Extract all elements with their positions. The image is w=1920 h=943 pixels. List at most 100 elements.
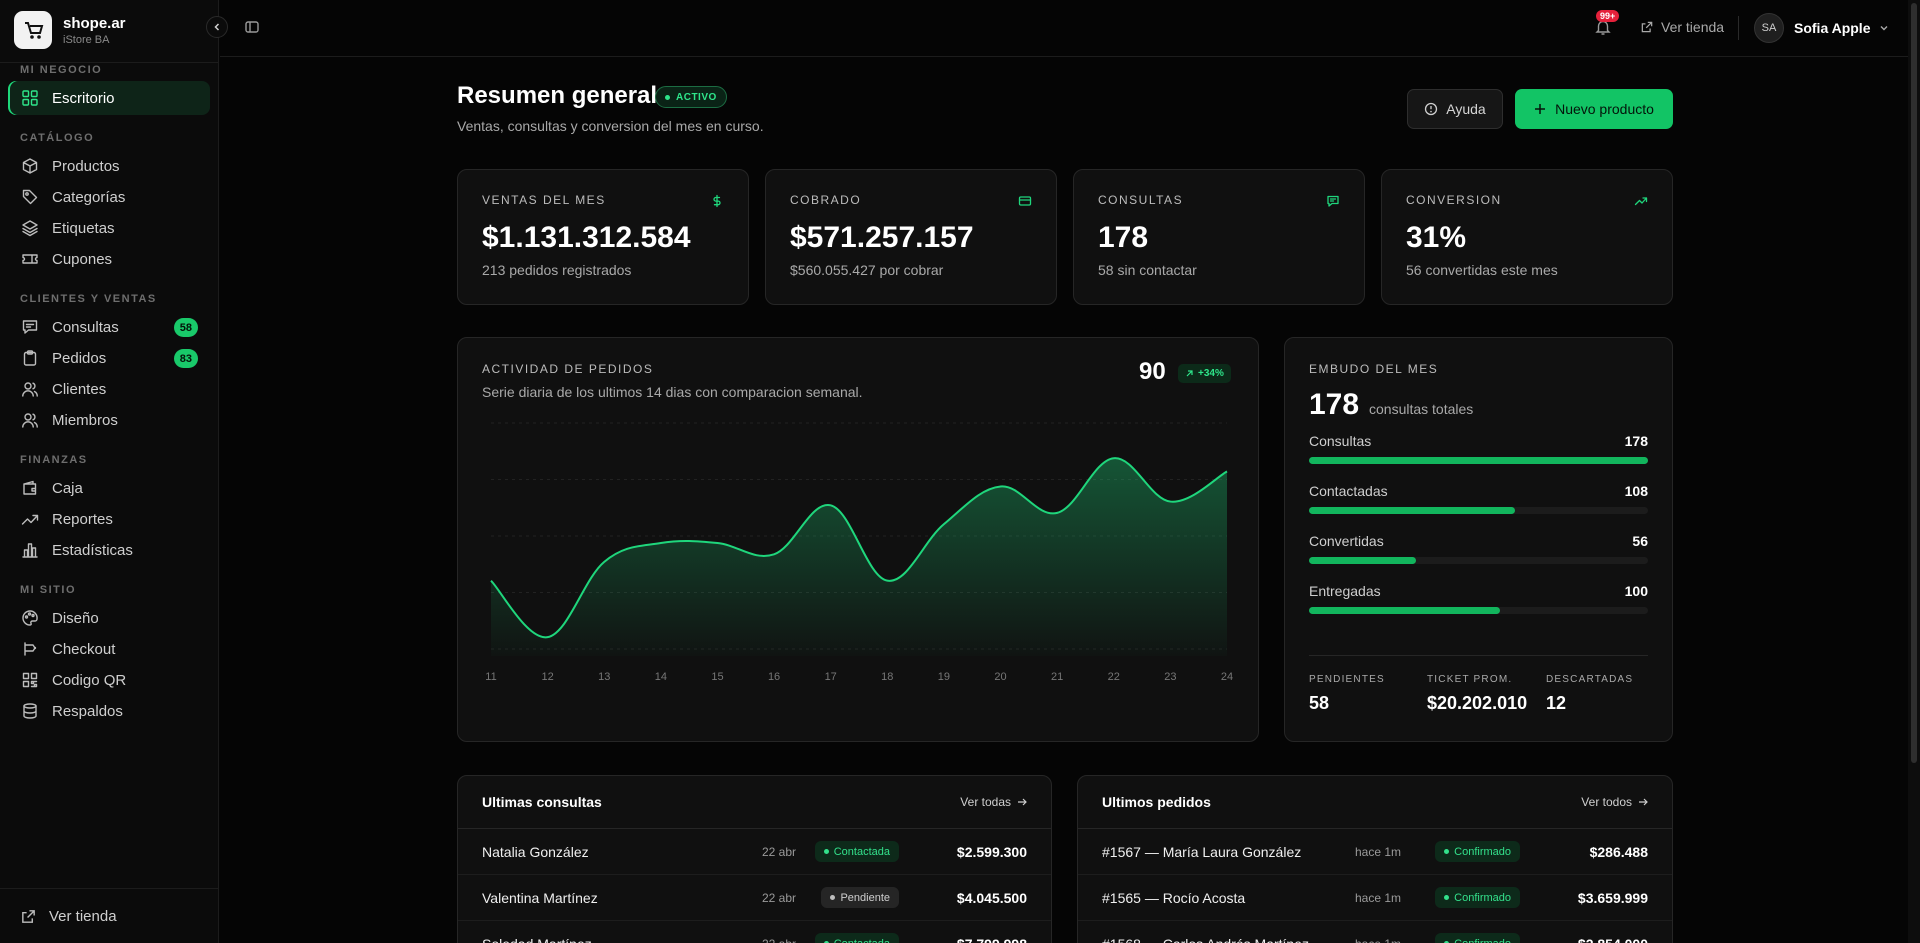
data-point[interactable] [1111, 455, 1117, 461]
row-amount: $7.799.998 [957, 936, 1027, 943]
status-badge-label: Contactada [834, 938, 890, 943]
sidebar-ver-tienda[interactable]: Ver tienda [0, 888, 219, 943]
view-all-inquiries-link[interactable]: Ver todas [960, 795, 1027, 809]
x-tick-label: 16 [768, 671, 780, 683]
funnel-stat-value: $20.202.010 [1427, 693, 1528, 713]
funnel-stat-value: 58 [1309, 693, 1330, 713]
funnel-row-label: Contactadas [1309, 483, 1388, 499]
data-point[interactable] [1167, 499, 1173, 505]
sidebar-item-label: Productos [52, 157, 120, 175]
sidebar-item-consultas[interactable]: Consultas 58 [8, 310, 210, 344]
data-point[interactable] [941, 521, 947, 527]
sidebar-item-codigo-qr[interactable]: Codigo QR [8, 663, 210, 697]
sidebar: shope.ar iStore BA MI NEGOCIO Escritorio C… [0, 0, 219, 943]
table-row[interactable]: Valentina Martínez 22 abr Pendiente $4.045.… [458, 875, 1051, 921]
row-date: hace 1m [1355, 937, 1401, 943]
chevron-left-icon [214, 23, 220, 31]
notifications-button[interactable] [1594, 18, 1614, 38]
store-name: iStore BA [63, 33, 110, 46]
data-point[interactable] [884, 578, 890, 584]
sidebar-item-escritorio[interactable]: Escritorio [8, 81, 210, 115]
view-all-orders-label: Ver todos [1581, 795, 1632, 809]
x-tick-label: 22 [1108, 671, 1120, 683]
data-point[interactable] [545, 634, 551, 640]
sidebar-item-miembros[interactable]: Miembros [8, 403, 210, 437]
row-date: 22 abr [761, 845, 796, 859]
divider [0, 62, 219, 63]
external-link-icon [1641, 21, 1653, 33]
view-all-orders-link[interactable]: Ver todos [1581, 795, 1648, 809]
sidebar-item-etiquetas[interactable]: Etiquetas [8, 211, 210, 245]
new-product-label: Nuevo producto [1555, 101, 1654, 117]
checkout-icon [24, 642, 37, 656]
sidebar-item-clientes[interactable]: Clientes [8, 372, 210, 406]
data-point[interactable] [771, 551, 777, 557]
sidebar-item-pedidos[interactable]: Pedidos 83 [8, 341, 210, 375]
status-badge-label: Contactada [833, 845, 890, 858]
brand[interactable]: shope.ar iStore BA [14, 11, 126, 49]
kpi-subtext: 56 convertidas este mes [1406, 262, 1558, 278]
clock-icon [1425, 102, 1438, 116]
user-menu[interactable]: SA Sofia Apple [1754, 13, 1889, 43]
sidebar-item-checkout[interactable]: Checkout [8, 632, 210, 666]
data-point[interactable] [828, 502, 834, 508]
latest-inquiries-title: Ultimas consultas [482, 794, 602, 810]
data-point[interactable] [1224, 468, 1230, 474]
x-tick-label: 19 [938, 671, 950, 683]
funnel-progress-track [1309, 607, 1648, 614]
data-point[interactable] [1054, 510, 1060, 516]
row-amount: $2.854.000 [1578, 936, 1648, 943]
collapse-sidebar-button[interactable] [206, 16, 228, 38]
sidebar-item-diseno[interactable]: Diseño [8, 601, 210, 635]
toggle-panel-button[interactable] [244, 19, 260, 40]
new-product-button[interactable]: Nuevo producto [1515, 89, 1673, 129]
panel-icon [245, 21, 259, 33]
row-name: #1565 — Rocío Acosta [1102, 890, 1246, 906]
sidebar-item-label: Checkout [52, 640, 116, 658]
ver-tienda-link[interactable]: Ver tienda [1600, 19, 1724, 35]
users-icon [22, 413, 38, 428]
data-point[interactable] [601, 559, 607, 565]
data-point[interactable] [714, 540, 720, 546]
sidebar-item-respaldos[interactable]: Respaldos [8, 694, 210, 728]
divider [458, 828, 1051, 829]
kpi-value: $571.257.157 [790, 221, 974, 254]
status-badge-label: ACTIVO [676, 91, 717, 103]
x-tick-label: 20 [994, 671, 1006, 683]
sidebar-item-cupones[interactable]: Cupones [8, 242, 210, 276]
sidebar-item-estadisticas[interactable]: Estadísticas [8, 533, 210, 567]
sidebar-item-categorias[interactable]: Categorías [8, 180, 210, 214]
data-point[interactable] [998, 484, 1004, 490]
store-logo-icon [14, 11, 52, 49]
funnel-progress-fill [1309, 607, 1500, 614]
sidebar-section-label: CLIENTES Y VENTAS [20, 293, 157, 305]
funnel-stat-label: TICKET PROM. [1427, 674, 1513, 685]
table-row[interactable]: #1567 — María Laura González hace 1m Confi… [1078, 829, 1672, 875]
sidebar-item-reportes[interactable]: Reportes [8, 502, 210, 536]
sidebar-item-caja[interactable]: Caja [8, 471, 210, 505]
kpi-label: VENTAS DEL MES [482, 193, 606, 207]
activity-subtitle: Serie diaria de los ultimos 14 dias con … [482, 384, 863, 400]
scrollbar[interactable] [1908, 0, 1920, 943]
help-button[interactable]: Ayuda [1407, 89, 1503, 129]
status-badge-label: Confirmado [1454, 891, 1511, 904]
data-point[interactable] [658, 540, 664, 546]
status-badge: ACTIVO [655, 86, 727, 108]
funnel-stat-label: PENDIENTES [1309, 674, 1385, 685]
funnel-total-label: consultas totales [1369, 401, 1474, 417]
latest-inquiries-card: Ultimas consultas Ver todas Natalia Gonz… [457, 775, 1052, 943]
table-row[interactable]: #1568 — Carlos Andrés Martínez hace 1m Con… [1078, 921, 1672, 943]
kpi-card: VENTAS DEL MES $1.131.312.584 213 pedidos … [457, 169, 749, 305]
plus-icon [1535, 104, 1546, 114]
table-row[interactable]: Soledad Martínez 22 abr Contactada $7.799.9… [458, 921, 1051, 943]
data-point[interactable] [488, 578, 494, 584]
scrollbar-thumb[interactable] [1911, 3, 1917, 763]
table-row[interactable]: #1565 — Rocío Acosta hace 1m Confirmado $3.… [1078, 875, 1672, 921]
x-tick-label: 18 [881, 671, 893, 683]
status-dot [1444, 895, 1450, 900]
table-row[interactable]: Natalia González 22 abr Contactada $2.599.3… [458, 829, 1051, 875]
sidebar-item-productos[interactable]: Productos [8, 149, 210, 183]
row-date: 22 abr [761, 891, 796, 905]
trending-up-icon [1634, 197, 1648, 206]
x-tick-label: 15 [711, 671, 723, 683]
